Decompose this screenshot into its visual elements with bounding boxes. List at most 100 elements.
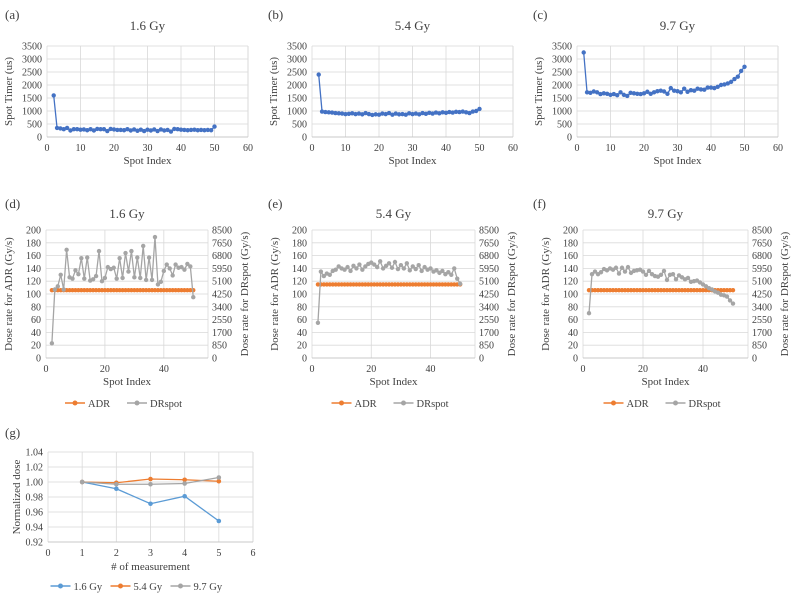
data-point [125, 127, 130, 132]
data-point [621, 92, 627, 98]
data-point [622, 269, 628, 274]
data-point [212, 124, 217, 129]
data-point [671, 88, 677, 93]
y-tick-label: 2500 [22, 68, 42, 79]
data-point [161, 268, 167, 274]
data-point [117, 255, 122, 261]
y-tick-label: 60 [31, 315, 41, 326]
legend-marker [178, 583, 183, 589]
y-axis-label: Dose rate for ADR (Gy/s) [269, 237, 281, 351]
y-tick-label: 3000 [552, 55, 572, 66]
y-tick-label: 1500 [287, 94, 307, 105]
y2-tick-label: 8500 [212, 226, 232, 237]
data-point [363, 264, 368, 269]
data-point [443, 110, 449, 116]
data-point [638, 91, 643, 97]
x-tick-label: 40 [176, 143, 186, 154]
data-point [354, 266, 359, 271]
data-point [315, 320, 321, 325]
y2-tick-label: 5100 [479, 277, 499, 288]
series-spot-timer [51, 93, 217, 134]
series-line [318, 74, 480, 116]
data-point [727, 298, 733, 303]
y-tick-label: 40 [568, 328, 578, 339]
y2-tick-label: 6800 [212, 251, 232, 262]
panel-label: (c) [533, 7, 547, 22]
y-tick-label: 1000 [287, 107, 307, 118]
data-point [55, 284, 60, 289]
data-point [738, 68, 744, 74]
data-point [71, 127, 77, 132]
panel-label: (b) [268, 7, 283, 22]
x-axis-label: # of measurement [111, 561, 190, 573]
data-point [360, 267, 365, 272]
data-point [319, 109, 325, 114]
data-point [730, 287, 736, 293]
x-axis-label: Spot Index [642, 376, 690, 388]
data-point [95, 126, 100, 132]
data-point [182, 127, 187, 133]
data-point [373, 112, 378, 117]
y-tick-label: 500 [27, 120, 42, 131]
x-tick-label: 6 [251, 548, 256, 559]
data-point [148, 481, 153, 487]
data-point [172, 126, 177, 132]
data-point [692, 88, 697, 93]
data-point [58, 126, 63, 131]
data-point [366, 111, 372, 117]
data-point [146, 255, 152, 260]
data-point [85, 128, 90, 133]
data-point [68, 128, 73, 133]
y-tick-label: 80 [297, 302, 307, 313]
data-point [434, 268, 439, 273]
data-point [410, 264, 415, 269]
data-point [135, 255, 140, 260]
y-tick-label: 160 [563, 251, 578, 262]
data-point [202, 128, 207, 133]
data-point [722, 82, 727, 87]
y2-tick-label: 3400 [479, 302, 499, 313]
data-point [49, 341, 55, 346]
y-tick-label: 1000 [552, 107, 572, 118]
data-point [182, 493, 187, 499]
x-tick-label: 20 [374, 143, 384, 154]
legend-item: DRspot [127, 399, 182, 410]
x-tick-label: 4 [182, 548, 187, 559]
x-tick-label: 10 [341, 143, 351, 154]
data-point [148, 501, 153, 507]
data-point [685, 275, 691, 281]
x-axis-label: Spot Index [370, 376, 418, 388]
data-point [175, 127, 180, 132]
x-tick-label: 20 [109, 143, 119, 154]
x-axis-label: Spot Index [654, 155, 702, 167]
data-point [141, 128, 147, 134]
data-point [135, 128, 140, 133]
y-tick-label: 1.00 [26, 478, 44, 489]
data-point [705, 85, 710, 90]
y2-tick-label: 0 [479, 354, 484, 365]
data-point [316, 72, 321, 77]
x-tick-label: 0 [581, 364, 586, 375]
data-point [98, 127, 103, 132]
data-point [613, 265, 619, 270]
chart-title: 1.6 Gy [109, 206, 145, 221]
panel-label: (g) [5, 425, 20, 440]
data-point [138, 275, 143, 281]
data-point [598, 270, 604, 275]
x-tick-label: 30 [143, 143, 153, 154]
data-point [70, 276, 75, 281]
y-tick-label: 120 [26, 277, 41, 288]
data-point [389, 265, 395, 270]
data-point [615, 92, 620, 98]
data-point [111, 127, 117, 132]
data-point [648, 91, 653, 97]
data-point [105, 128, 110, 134]
data-point [685, 89, 690, 94]
data-point [168, 129, 174, 134]
legend-item: ADR [331, 399, 377, 410]
y-tick-label: 0.92 [26, 538, 44, 549]
data-point [357, 262, 362, 267]
data-point [604, 91, 610, 97]
data-point [132, 275, 137, 280]
y-tick-label: 0 [36, 354, 41, 365]
